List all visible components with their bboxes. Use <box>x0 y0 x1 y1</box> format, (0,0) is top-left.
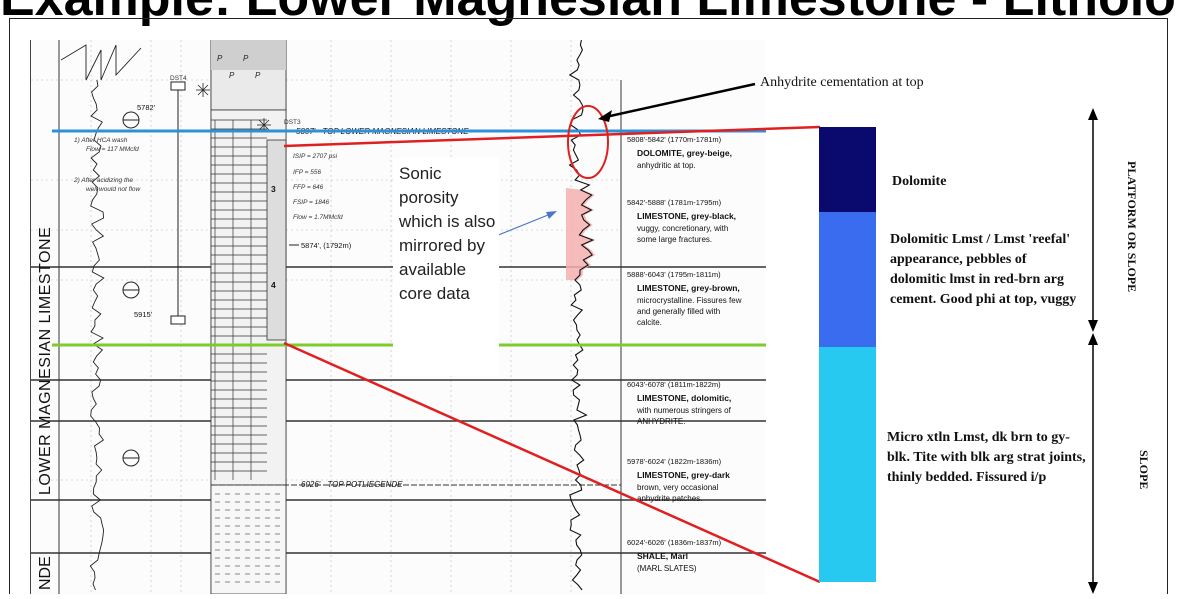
lith-entry-title: LIMESTONE, grey-dark <box>637 470 730 480</box>
gamma-ray-curve <box>89 79 105 591</box>
lith-entry-body: (MARL SLATES) <box>637 564 697 573</box>
anhydrite-annotation: Anhydrite cementation at top <box>760 75 924 90</box>
depth-5915: 5915' <box>134 310 153 319</box>
svg-text:FSIP = 1846: FSIP = 1846 <box>293 199 329 206</box>
lith-entry-title: LIMESTONE, dolomitic, <box>637 393 731 403</box>
lith-entry-title: LIMESTONE, grey-brown, <box>637 283 740 293</box>
svg-text:P: P <box>217 54 223 63</box>
dolomitic-description: Dolomitic Lmst / Lmst 'reefal' appearanc… <box>890 232 1077 307</box>
dolomite-swatch <box>819 127 876 212</box>
platform-or-slope-label: PLATFORM OR SLOPE <box>1125 161 1139 293</box>
lith-entry-body: vuggy, concretionary, with <box>637 224 728 233</box>
sonic-note-background <box>393 158 499 376</box>
lith-entry-title: SHALE, Marl <box>637 551 688 561</box>
svg-text:Flow = 117 MMcfd: Flow = 117 MMcfd <box>86 146 139 153</box>
lith-entry-depth: 5978'-6024' (1822m-1836m) <box>627 457 722 466</box>
depth-5874: 5874', (1792m) <box>301 241 352 250</box>
lith-entry-body: anhydritic at top. <box>637 161 696 170</box>
svg-text:FFP = 646: FFP = 646 <box>293 184 324 191</box>
sonic-porosity-note: Sonic porosity which is also mirrored by… <box>399 164 496 303</box>
svg-text:P: P <box>229 71 235 80</box>
svg-text:well would not flow: well would not flow <box>86 186 141 193</box>
lith-entry-depth: 5808'-5842' (1770m-1781m) <box>627 135 722 144</box>
svg-text:P: P <box>243 54 249 63</box>
lith-entry-depth: 6024'-6026' (1836m-1837m) <box>627 538 722 547</box>
lithology-descriptions: 5808'-5842' (1770m-1781m) DOLOMITE, grey-… <box>627 135 742 573</box>
lith-entry-body: calcite. <box>637 318 662 327</box>
svg-text:P: P <box>255 71 261 80</box>
lith-entry-body: brown, very occasional <box>637 483 719 492</box>
page-title: Example: Lower Magnesian Limestone - Lit… <box>0 0 1177 28</box>
core-label-3: 3 <box>271 184 276 194</box>
depth-5782: 5782' <box>137 103 156 112</box>
lith-entry-body: and generally filled with <box>637 307 720 316</box>
caliper-curve <box>60 44 142 81</box>
lith-entry-body: anhydrite patches. <box>637 494 702 503</box>
lith-entry-body: with numerous stringers of <box>636 406 732 415</box>
lith-entry-title: LIMESTONE, grey-black, <box>637 211 736 221</box>
svg-text:IFP = 556: IFP = 556 <box>293 169 322 176</box>
dst3-label: DST3 <box>284 119 301 126</box>
core-label-4: 4 <box>271 280 276 290</box>
sonic-porosity-fill <box>566 188 596 280</box>
svg-text:2) After acidizing the: 2) After acidizing the <box>73 177 133 184</box>
lith-entry-title: DOLOMITE, grey-beige, <box>637 148 732 158</box>
svg-text:Flow = 1.7MMcfd: Flow = 1.7MMcfd <box>293 214 343 221</box>
star-symbols <box>196 83 271 132</box>
sonic-curve <box>568 39 595 591</box>
svg-text:1) After HCA wash: 1) After HCA wash <box>74 137 128 144</box>
lith-entry-depth: 5888'-6043' (1795m-1811m) <box>627 270 721 279</box>
log-grid <box>31 40 621 594</box>
figure-frame <box>9 18 1168 594</box>
lith-entry-depth: 5842'-5888' (1781m-1795m) <box>627 198 722 207</box>
micro-xtln-description: Micro xtln Lmst, dk brn to gy-blk. Tite … <box>887 430 1086 485</box>
svg-text:ISIP = 2707 psi: ISIP = 2707 psi <box>293 153 338 160</box>
nde-label: NDE <box>37 556 54 590</box>
lith-entry-depth: 6043'-6078' (1811m-1822m) <box>627 380 721 389</box>
slope-label: SLOPE <box>1137 450 1151 490</box>
title-strip: Example: Lower Magnesian Limestone - Lit… <box>0 0 1177 30</box>
formation-label: LOWER MAGNESIAN LIMESTONE <box>37 227 54 495</box>
top-lower-magnesian: 5807' - TOP LOWER MAGNESIAN LIMESTONE <box>296 127 469 136</box>
lith-entry-body: microcrystalline. Fissures few <box>637 296 742 305</box>
dolomitic-swatch <box>819 212 876 347</box>
lith-entry-body: ANHYDRITE. <box>637 417 685 426</box>
lith-entry-body: some large fractures. <box>637 235 712 244</box>
dolomite-description: Dolomite <box>892 174 947 189</box>
dst4-label: DST4 <box>170 75 187 82</box>
micro-xtln-swatch <box>819 347 876 582</box>
